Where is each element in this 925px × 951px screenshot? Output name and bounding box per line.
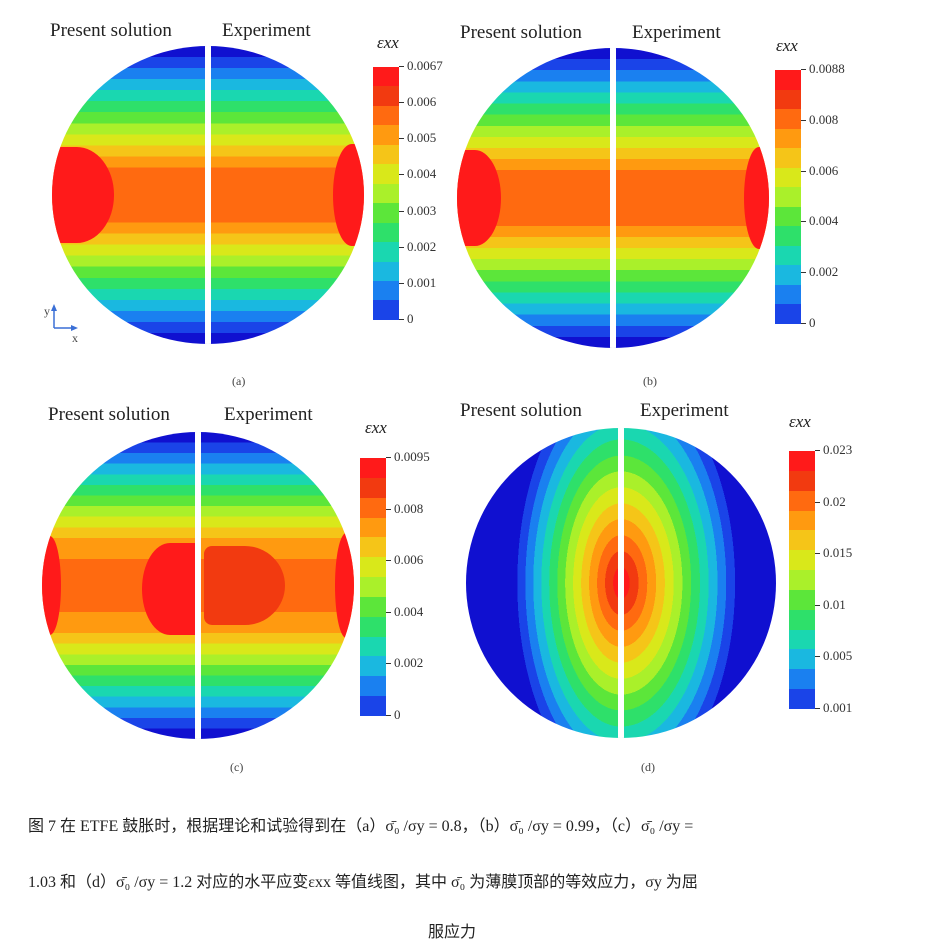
- axis-y-label: y: [44, 304, 50, 318]
- present-solution-title-a: Present solution: [50, 20, 172, 41]
- colorbar-tick-label: 0.006: [800, 162, 839, 178]
- present-solution-title-b: Present solution: [460, 22, 582, 43]
- experiment-title-b: Experiment: [632, 22, 721, 43]
- colorbar-tick-label: 0.0095: [386, 449, 430, 464]
- colorbar-tick-label: 0: [399, 311, 414, 326]
- colorbar-tick-label: 0.001: [398, 274, 437, 290]
- caption-line-1: 图 7 在 ETFE 鼓胀时，根据理论和试验得到在（a）σ̄₀ /σy = 0.…: [28, 818, 694, 835]
- colorbar-title-a: εxx: [377, 33, 399, 52]
- colorbar-b: [775, 70, 801, 324]
- colorbar-tick-label: 0.001: [814, 700, 853, 715]
- colorbar-a: [373, 67, 399, 320]
- colorbar-title-d: εxx: [789, 412, 811, 431]
- colorbar-d: [789, 451, 815, 709]
- present-solution-title-d: Present solution: [460, 400, 582, 421]
- colorbar-tick-label: 0: [386, 707, 401, 722]
- contour-plot-b: [457, 48, 769, 348]
- colorbar-tick-label: 0.002: [800, 264, 839, 280]
- colorbar-tick-label: 0.02: [815, 493, 846, 509]
- colorbar-tick-label: 0.005: [398, 130, 437, 146]
- subfigure-label-a: (a): [232, 374, 246, 388]
- colorbar-tick-label: 0.004: [385, 603, 424, 619]
- contour-plot-c: [42, 432, 354, 739]
- subfigure-label-b: (b): [643, 374, 657, 388]
- colorbar-tick-label: 0.023: [814, 442, 853, 457]
- colorbar-tick-label: 0.003: [398, 202, 437, 218]
- colorbar-tick-label: 0.004: [800, 213, 839, 229]
- caption-line-3: 服应力: [428, 924, 477, 941]
- colorbar-tick-label: 0.008: [385, 500, 424, 516]
- colorbar-tick-label: 0.01: [815, 596, 846, 612]
- colorbar-tick-label: 0.008: [800, 111, 839, 127]
- colorbar-tick-label: 0.004: [398, 166, 437, 182]
- present-solution-title-c: Present solution: [48, 404, 170, 425]
- colorbar-tick-label: 0.002: [398, 238, 437, 254]
- contour-plot-a: [52, 46, 364, 344]
- subfigure-label-d: (d): [641, 760, 655, 774]
- contour-plot-d: [466, 428, 776, 738]
- subfigure-label-c: (c): [230, 760, 244, 774]
- colorbar-c: [360, 458, 386, 716]
- experiment-title-d: Experiment: [640, 400, 729, 421]
- axis-indicator-icon: [51, 304, 78, 331]
- colorbar-tick-label: 0.0067: [399, 58, 443, 73]
- experiment-title-c: Experiment: [224, 404, 313, 425]
- colorbar-title-b: εxx: [776, 36, 798, 55]
- caption-line-2: 1.03 和（d）σ̄₀ /σy = 1.2 对应的水平应变εxx 等值线图，其…: [28, 874, 698, 891]
- colorbar-title-c: εxx: [365, 418, 387, 437]
- colorbar-tick-label: 0.006: [385, 552, 424, 568]
- colorbar-tick-label: 0.002: [385, 655, 424, 671]
- colorbar-tick-label: 0.0088: [801, 61, 845, 76]
- colorbar-tick-label: 0.005: [814, 648, 853, 664]
- experiment-title-a: Experiment: [222, 20, 311, 41]
- colorbar-tick-label: 0.006: [398, 94, 437, 110]
- axis-x-label: x: [72, 331, 78, 345]
- colorbar-tick-label: 0.015: [814, 545, 853, 561]
- colorbar-tick-label: 0: [801, 315, 816, 330]
